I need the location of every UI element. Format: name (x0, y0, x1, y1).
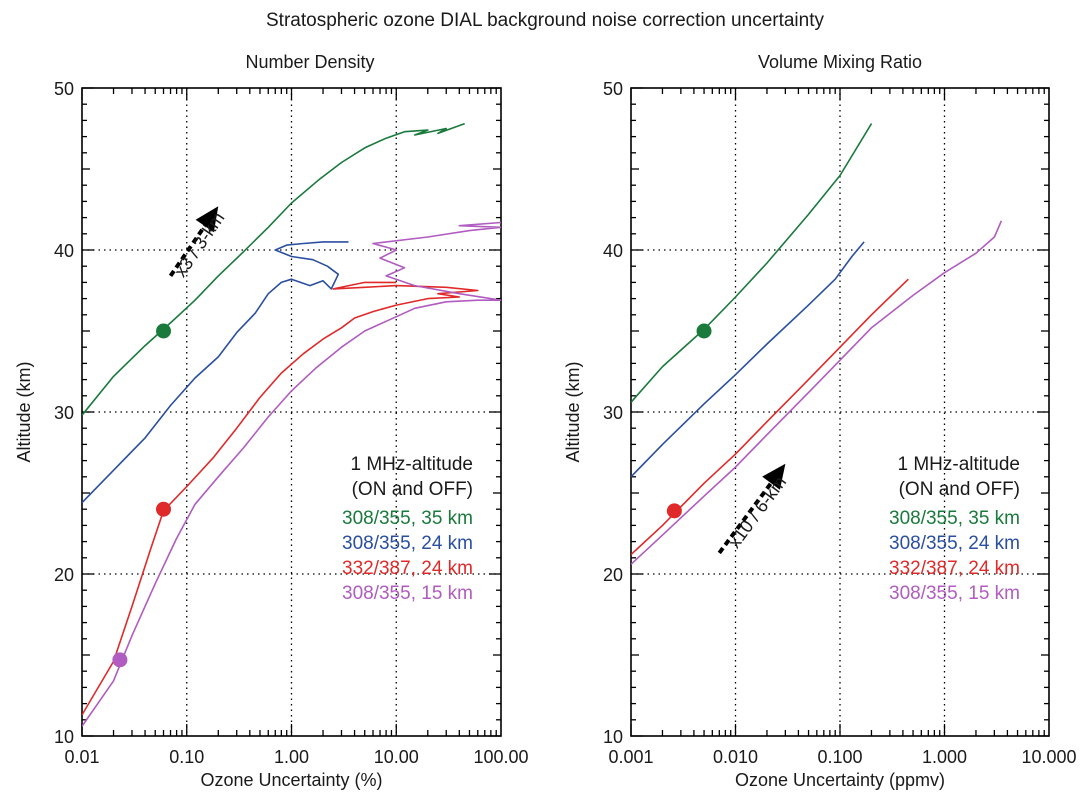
x-tick-label: 0.001 (608, 747, 653, 767)
y-tick-label: 30 (603, 403, 623, 423)
panel-volume-mixing-ratio: Volume Mixing Ratio 0.001 0.010 0.100 1.000 1… (563, 52, 1077, 790)
y-axis-label: Altitude (km) (14, 361, 34, 462)
x-tick-label: 10.000 (1021, 747, 1076, 767)
y-tick-label: 10 (603, 727, 623, 747)
legend-entry: 308/355, 15 km (342, 583, 473, 604)
x-tick-label: 0.100 (817, 747, 862, 767)
legend-title: 1 MHz-altitude (898, 454, 1021, 475)
y-tick-label: 20 (54, 565, 74, 585)
series-marker-3 (156, 502, 171, 517)
series-marker-1 (156, 324, 171, 339)
legend-entry: 308/355, 24 km (889, 533, 1020, 554)
legend-entry: 332/387, 24 km (342, 558, 473, 579)
chart-title: Number Density (245, 52, 374, 72)
legend-entry: 308/355, 24 km (342, 533, 473, 554)
series-line-2 (82, 242, 349, 503)
x-tick-label: 1.000 (922, 747, 967, 767)
series-marker-4 (112, 652, 127, 667)
legend-entry: 332/387, 24 km (889, 558, 1020, 579)
y-tick-label: 20 (603, 565, 623, 585)
x-axis-label: Ozone Uncertainty (%) (200, 770, 382, 790)
panel-number-density: Number Density 0.01 0.10 1.00 10.00 100.00 10 2… (14, 52, 529, 790)
series-line-1 (82, 124, 465, 416)
series-line-1 (631, 124, 872, 403)
chart-title: Volume Mixing Ratio (758, 52, 922, 72)
y-tick-label: 40 (54, 241, 74, 261)
trend-arrow-label: x10 / 6-km (724, 472, 790, 551)
legend-title: 1 MHz-altitude (351, 454, 474, 475)
x-axis-label: Ozone Uncertainty (ppmv) (735, 770, 945, 790)
series-marker-1 (697, 324, 712, 339)
legend-title: (ON and OFF) (899, 479, 1020, 500)
legend-entry: 308/355, 35 km (889, 508, 1020, 529)
legend-title: (ON and OFF) (352, 479, 473, 500)
series-marker-3 (667, 503, 682, 518)
figure-title: Stratospheric ozone DIAL background nois… (266, 10, 824, 31)
y-tick-label: 10 (54, 727, 74, 747)
x-tick-label: 0.01 (64, 747, 99, 767)
y-tick-label: 50 (54, 79, 74, 99)
legend-entry: 308/355, 15 km (889, 583, 1020, 604)
x-tick-label: 100.00 (473, 747, 528, 767)
x-tick-label: 0.010 (713, 747, 758, 767)
y-tick-label: 50 (603, 79, 623, 99)
y-axis-label: Altitude (km) (563, 361, 583, 462)
x-tick-label: 0.10 (169, 747, 204, 767)
y-tick-label: 40 (603, 241, 623, 261)
x-tick-label: 1.00 (274, 747, 309, 767)
legend-entry: 308/355, 35 km (342, 508, 473, 529)
y-tick-label: 30 (54, 403, 74, 423)
x-tick-label: 10.00 (374, 747, 419, 767)
